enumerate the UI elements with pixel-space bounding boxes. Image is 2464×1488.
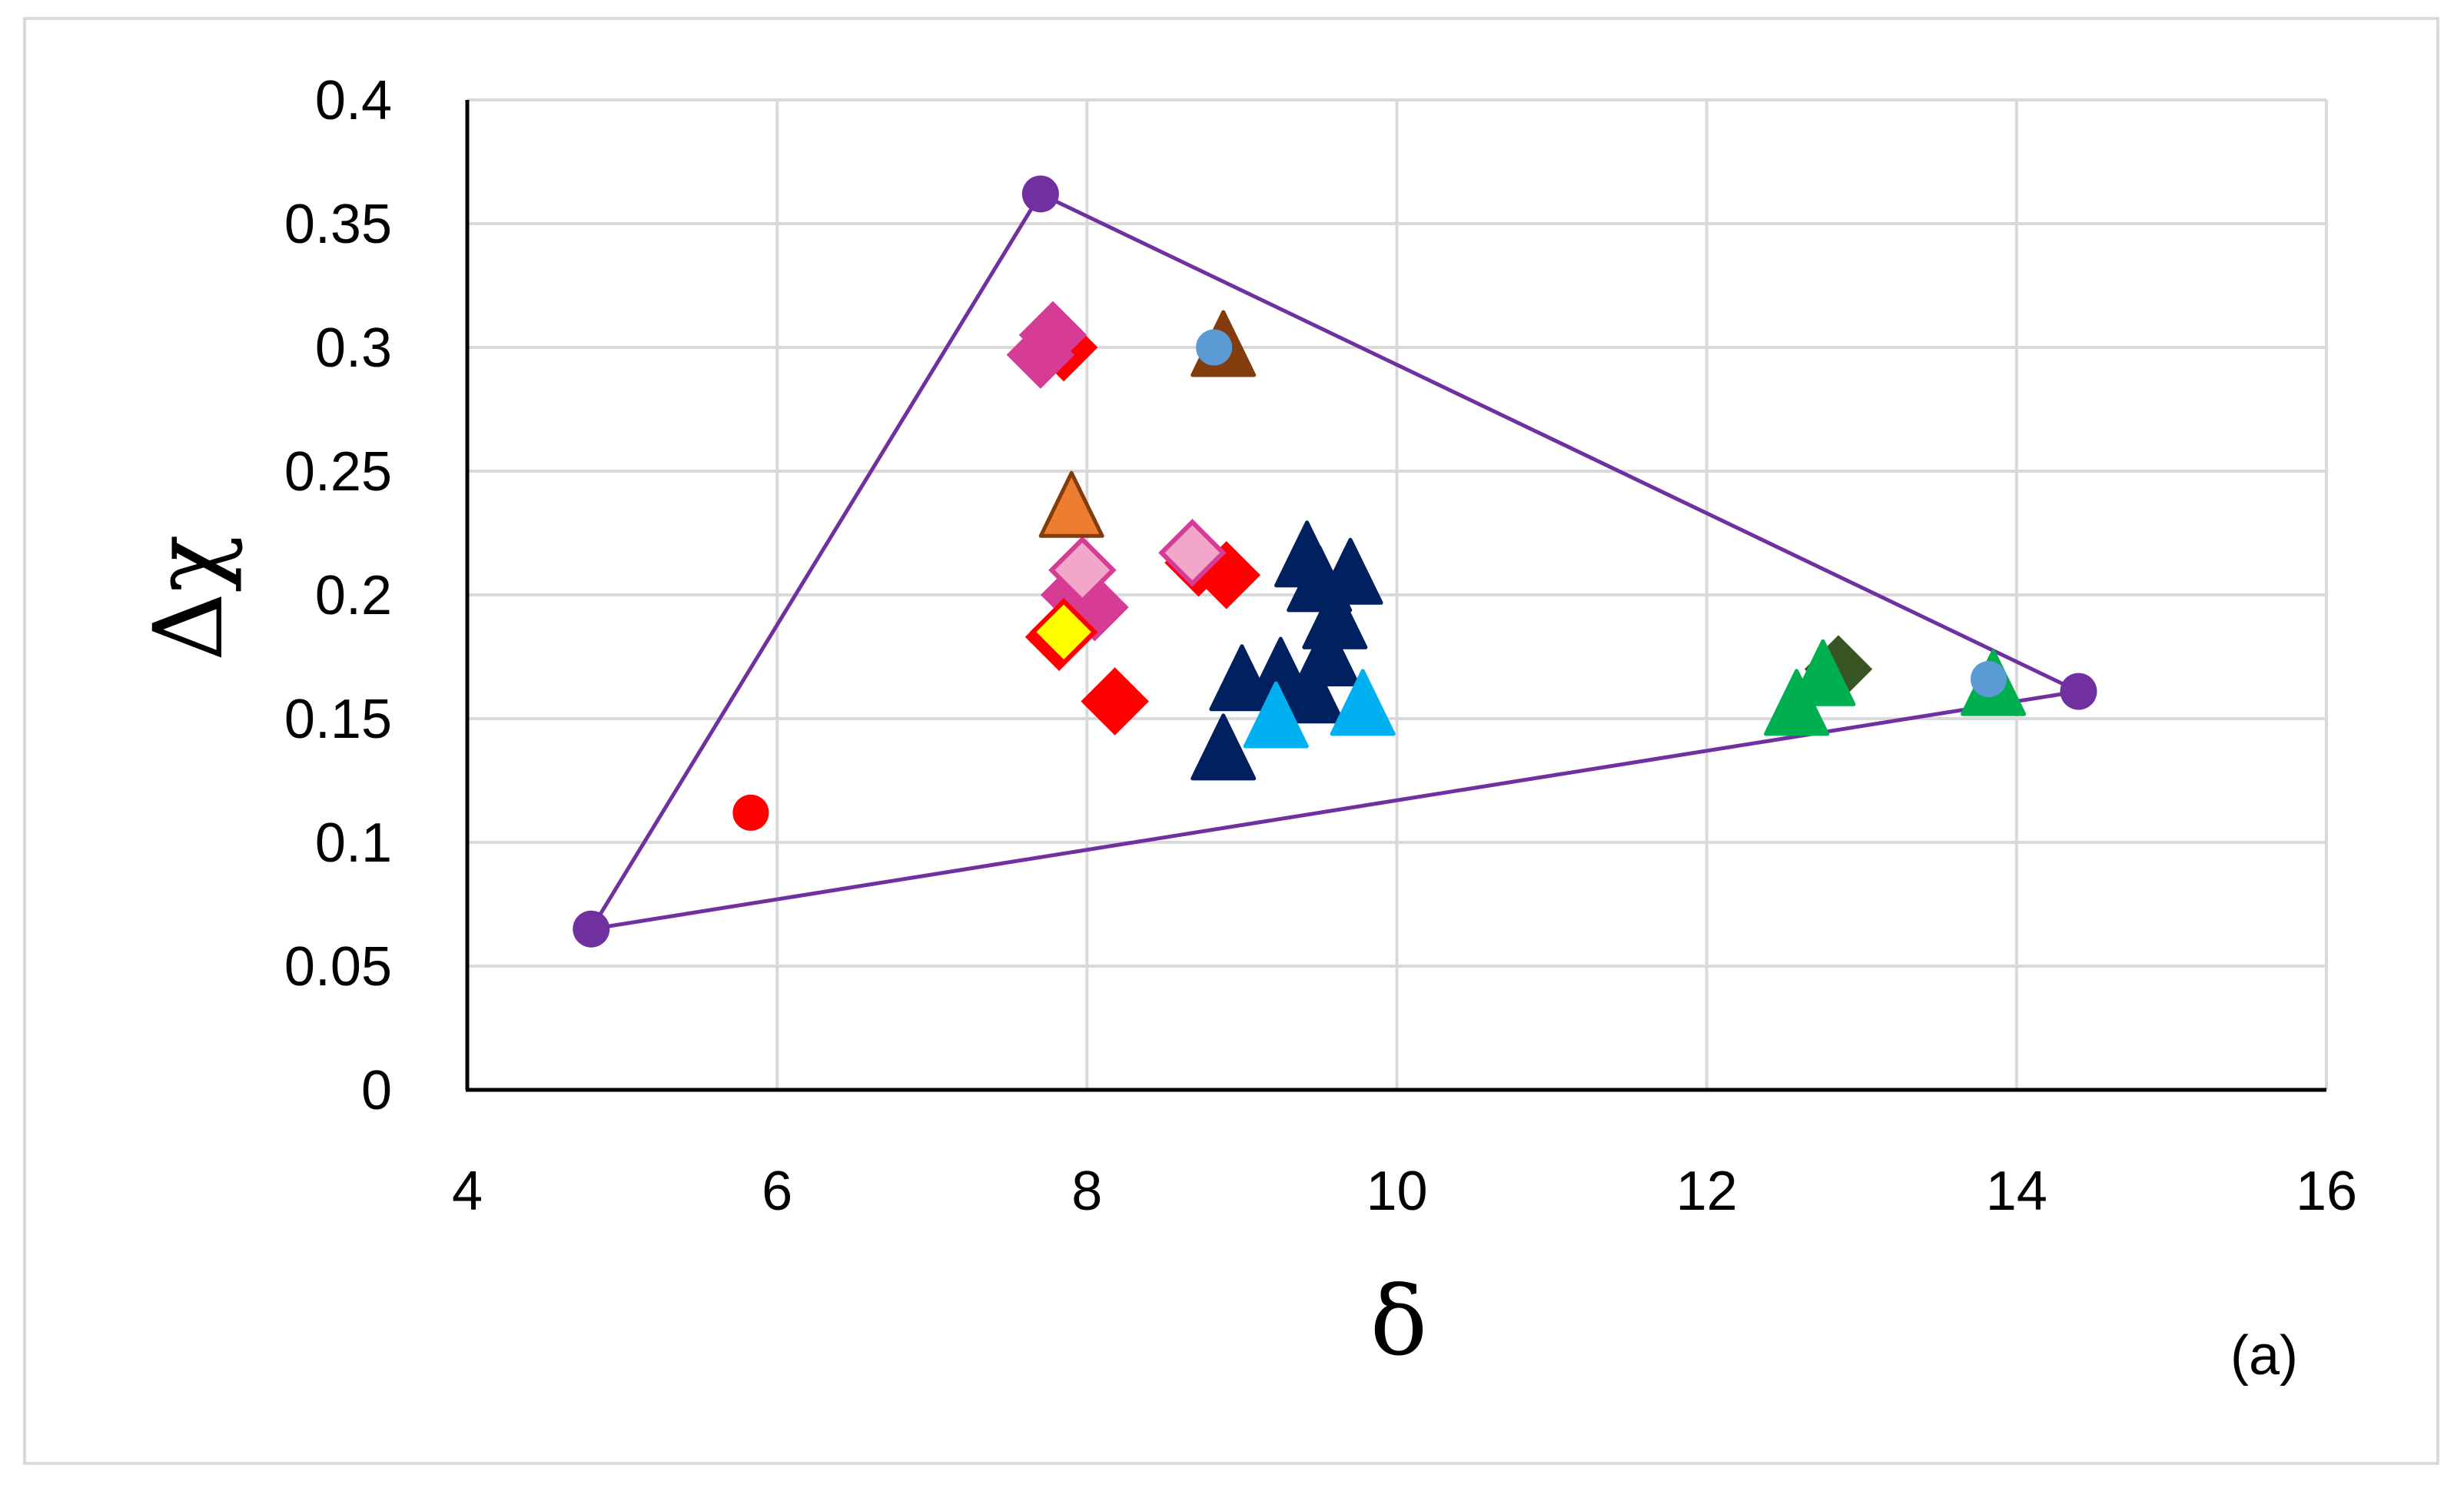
boundary-polygon xyxy=(587,191,2085,932)
y-tick-label: 0.15 xyxy=(284,689,392,750)
tick-labels: 0 0.05 0.1 0.15 0.2 0.25 0.3 0.35 0.4 4 6 8 10 12 14 16 xyxy=(284,70,2357,1222)
x-tick-label: 14 xyxy=(1986,1161,2047,1222)
y-tick-label: 0.3 xyxy=(315,317,392,379)
axes xyxy=(465,100,2326,1092)
boundary-vertex xyxy=(573,910,610,948)
gridlines xyxy=(467,98,2328,1090)
y-tick-label: 0 xyxy=(361,1060,392,1121)
data-point-triangle xyxy=(1038,470,1104,538)
y-tick-label: 0.4 xyxy=(315,70,392,131)
data-points xyxy=(732,301,2027,831)
x-tick-label: 8 xyxy=(1071,1161,1102,1222)
data-point-diamond xyxy=(1018,301,1088,370)
data-point-triangle xyxy=(1330,669,1396,736)
data-point-triangle xyxy=(1243,681,1309,749)
x-tick-label: 16 xyxy=(2296,1161,2357,1222)
y-tick-label: 0.1 xyxy=(315,812,392,874)
y-axis-label: Δχ xyxy=(134,535,244,662)
boundary-vertex xyxy=(2060,673,2097,710)
x-tick-label: 12 xyxy=(1676,1161,1738,1222)
data-point-circle xyxy=(1196,329,1233,366)
data-point-diamond xyxy=(1048,536,1117,605)
x-tick-label: 6 xyxy=(762,1161,792,1222)
x-tick-label: 4 xyxy=(452,1161,483,1222)
boundary-triangle xyxy=(573,175,2097,948)
data-point-triangle xyxy=(1279,656,1345,724)
data-point-diamond xyxy=(1158,519,1227,587)
data-point-circle xyxy=(1971,660,2007,697)
panel-label: (a) xyxy=(2230,1325,2298,1387)
data-point-circle xyxy=(732,794,769,831)
y-tick-label: 0.35 xyxy=(284,194,392,255)
x-axis-label: δ xyxy=(1370,1267,1428,1377)
data-point-diamond xyxy=(1029,598,1098,666)
boundary-vertex xyxy=(1021,175,1059,213)
y-tick-label: 0.2 xyxy=(315,565,392,626)
x-tick-label: 10 xyxy=(1366,1161,1427,1222)
data-point-diamond xyxy=(1081,667,1149,736)
y-tick-label: 0.25 xyxy=(284,441,392,503)
data-point-triangle xyxy=(1190,713,1257,781)
y-tick-label: 0.05 xyxy=(284,936,392,998)
data-point-triangle xyxy=(1790,639,1856,706)
